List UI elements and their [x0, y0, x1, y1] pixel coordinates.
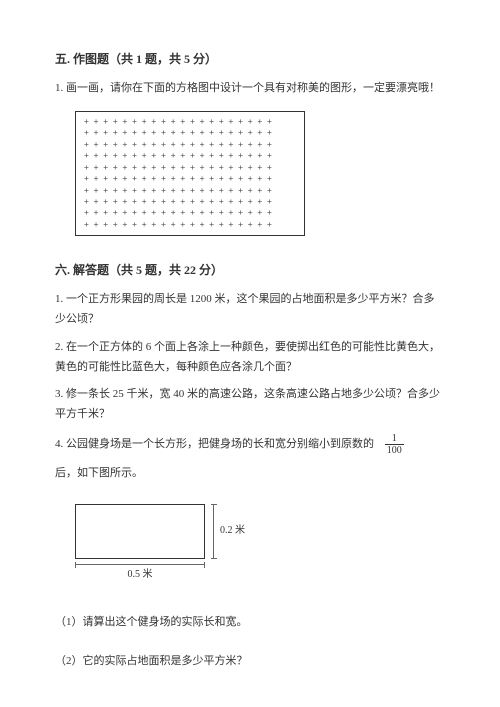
- section6-q1: 1. 一个正方形果园的周长是 1200 米，这个果园的占地面积是多少平方米？合多…: [55, 290, 445, 330]
- section6-q2: 2. 在一个正方体的 6 个面上各涂上一种颜色，要使掷出红色的可能性比黄色大，黄…: [55, 338, 445, 378]
- section6-title: 六. 解答题（共 5 题，共 22 分）: [55, 261, 445, 280]
- grid-row: + + + + + + + + + + + + + + + + + + + +: [84, 141, 296, 149]
- width-label: 0.5 米: [75, 567, 205, 583]
- grid-row: + + + + + + + + + + + + + + + + + + + +: [84, 175, 296, 183]
- q4-fraction: 1 100: [385, 433, 404, 456]
- grid-row: + + + + + + + + + + + + + + + + + + + +: [84, 129, 296, 137]
- section5-title: 五. 作图题（共 1 题，共 5 分）: [55, 50, 445, 69]
- fraction-numerator: 1: [385, 433, 404, 445]
- grid-row: + + + + + + + + + + + + + + + + + + + +: [84, 221, 296, 229]
- dimension-height: 0.2 米: [213, 504, 245, 559]
- section6-q4: 4. 公园健身场是一个长方形，把健身场的长和宽分别缩小到原数的 1 100: [55, 433, 445, 456]
- fraction-denominator: 100: [385, 445, 404, 456]
- q4-sub1: （1）请算出这个健身场的实际长和宽。: [55, 614, 445, 632]
- q4-text-part1: 4. 公园健身场是一个长方形，把健身场的长和宽分别缩小到原数的: [55, 438, 374, 450]
- grid-figure: + + + + + + + + + + + + + + + + + + + + +…: [75, 111, 445, 236]
- height-label: 0.2 米: [220, 523, 245, 539]
- grid-row: + + + + + + + + + + + + + + + + + + + +: [84, 152, 296, 160]
- q4-sub2: （2）它的实际占地面积是多少平方米？: [55, 653, 445, 671]
- grid-row: + + + + + + + + + + + + + + + + + + + +: [84, 118, 296, 126]
- section5-q1: 1. 画一画，请你在下面的方格图中设计一个具有对称美的图形，一定要漂亮哦！: [55, 79, 445, 99]
- grid-row: + + + + + + + + + + + + + + + + + + + +: [84, 209, 296, 217]
- rectangle-diagram: 0.2 米 0.5 米: [75, 499, 255, 589]
- q4-text-part2: 后，如下图所示。: [55, 464, 445, 484]
- section6-q3: 3. 修一条长 25 千米，宽 40 米的高速公路，这条高速公路占地多少公顷？合…: [55, 385, 445, 425]
- grid-row: + + + + + + + + + + + + + + + + + + + +: [84, 187, 296, 195]
- dimension-width: 0.5 米: [75, 564, 205, 583]
- grid-row: + + + + + + + + + + + + + + + + + + + +: [84, 164, 296, 172]
- grid-row: + + + + + + + + + + + + + + + + + + + +: [84, 198, 296, 206]
- rectangle-shape: [75, 504, 205, 559]
